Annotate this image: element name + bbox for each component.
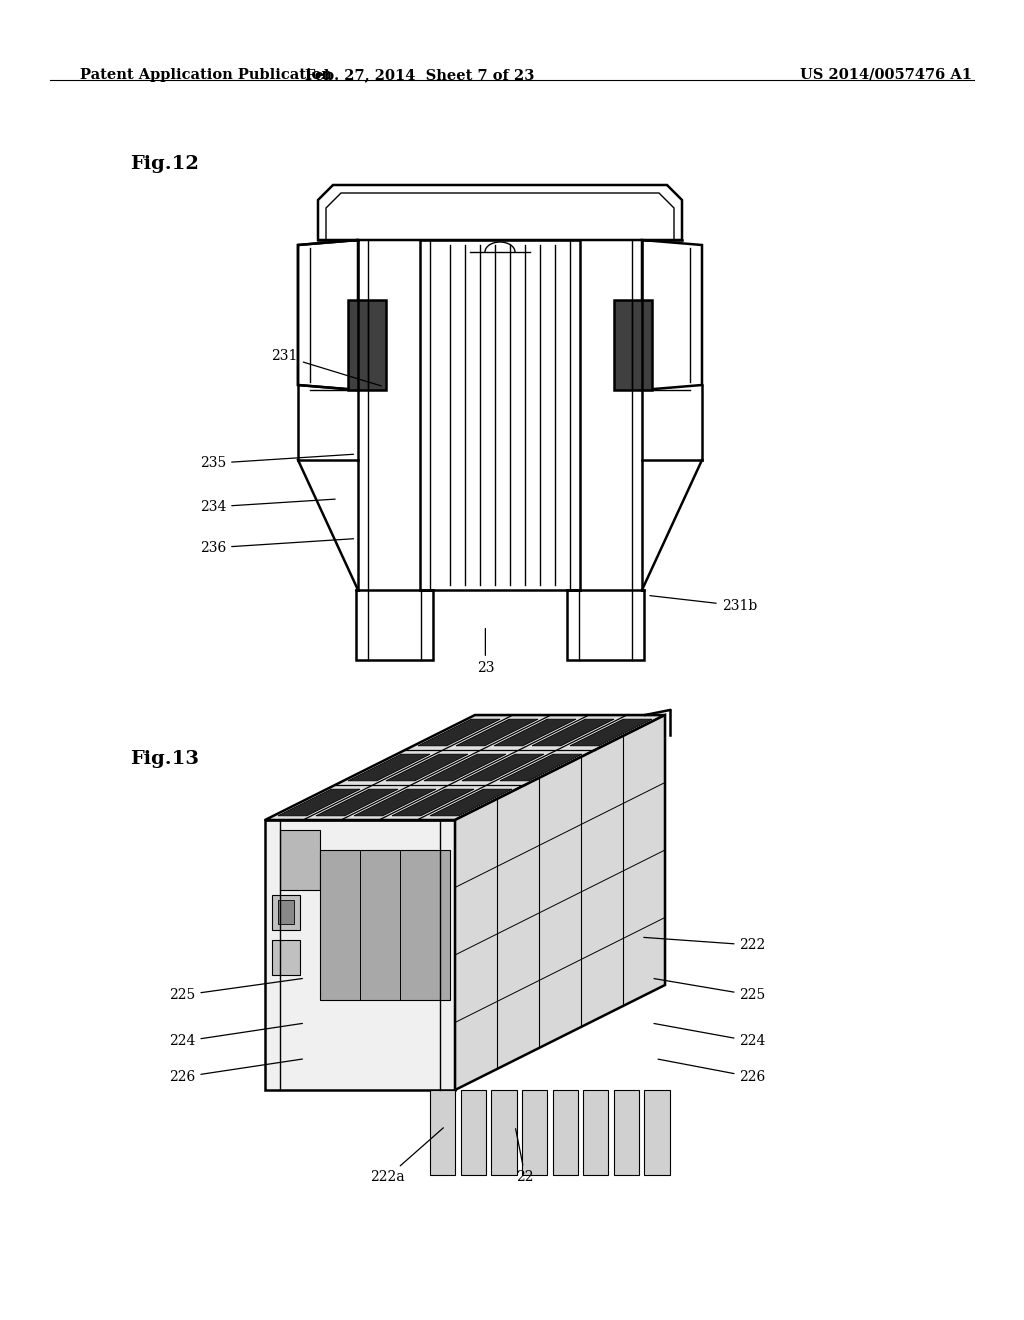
Polygon shape: [272, 940, 300, 975]
Polygon shape: [280, 830, 319, 890]
Polygon shape: [348, 754, 430, 781]
Text: 235: 235: [200, 454, 353, 470]
Text: 23: 23: [476, 628, 495, 675]
Text: Fig.12: Fig.12: [130, 154, 199, 173]
Polygon shape: [462, 754, 544, 781]
Text: Fig.13: Fig.13: [130, 750, 199, 768]
Text: 226: 226: [658, 1059, 766, 1084]
Polygon shape: [430, 789, 512, 816]
Text: 222a: 222a: [370, 1127, 443, 1184]
Polygon shape: [348, 300, 386, 389]
Text: Feb. 27, 2014  Sheet 7 of 23: Feb. 27, 2014 Sheet 7 of 23: [305, 69, 535, 82]
Polygon shape: [456, 719, 538, 746]
Polygon shape: [644, 1090, 670, 1175]
Polygon shape: [265, 715, 665, 820]
Text: 22: 22: [516, 1129, 535, 1184]
Polygon shape: [613, 1090, 639, 1175]
Polygon shape: [553, 1090, 578, 1175]
Polygon shape: [265, 820, 455, 1090]
Text: 236: 236: [200, 539, 353, 554]
Text: 231: 231: [271, 350, 381, 385]
Polygon shape: [354, 789, 436, 816]
Polygon shape: [278, 789, 360, 816]
Polygon shape: [570, 719, 652, 746]
Polygon shape: [278, 900, 294, 924]
Polygon shape: [424, 754, 506, 781]
Polygon shape: [583, 1090, 608, 1175]
Polygon shape: [319, 850, 450, 1001]
Polygon shape: [272, 895, 300, 931]
Polygon shape: [494, 719, 577, 746]
Polygon shape: [531, 719, 614, 746]
Polygon shape: [614, 300, 652, 389]
Text: Patent Application Publication: Patent Application Publication: [80, 69, 332, 82]
Polygon shape: [500, 754, 582, 781]
Text: 226: 226: [169, 1059, 302, 1084]
Polygon shape: [386, 754, 468, 781]
Polygon shape: [430, 1090, 456, 1175]
Text: US 2014/0057476 A1: US 2014/0057476 A1: [800, 69, 972, 82]
Text: 225: 225: [654, 978, 766, 1002]
Polygon shape: [316, 789, 398, 816]
Polygon shape: [418, 719, 500, 746]
Polygon shape: [492, 1090, 516, 1175]
Polygon shape: [392, 789, 474, 816]
Text: 222: 222: [644, 937, 766, 952]
Text: 224: 224: [169, 1023, 302, 1048]
Polygon shape: [522, 1090, 547, 1175]
Text: 234: 234: [200, 499, 335, 513]
Text: 224: 224: [654, 1023, 766, 1048]
Text: 231b: 231b: [650, 595, 757, 612]
Polygon shape: [461, 1090, 486, 1175]
Text: 225: 225: [169, 978, 302, 1002]
Polygon shape: [455, 715, 665, 1090]
